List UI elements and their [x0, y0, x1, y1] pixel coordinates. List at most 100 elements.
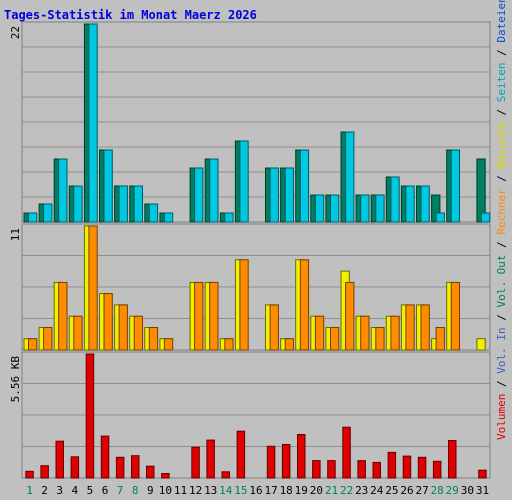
- bar-dateien-day-6: [103, 149, 113, 223]
- x-tick-label: 11: [174, 484, 187, 497]
- legend-entry: Seiten: [495, 62, 508, 108]
- bar-rechner-day-18: [284, 338, 295, 351]
- bar-dateien-day-15: [239, 140, 249, 223]
- x-tick-label: 3: [56, 484, 63, 497]
- bar-rechner-day-8: [133, 315, 143, 351]
- bar-rechner-day-13: [209, 281, 219, 351]
- bar-dateien-day-14: [224, 212, 234, 223]
- bar-volumen-day-9: [146, 465, 155, 479]
- panel-max-label: 22: [9, 26, 22, 39]
- bar-volumen-day-15: [236, 430, 246, 479]
- bar-rechner-day-27: [420, 304, 430, 351]
- bar-dateien-day-5: [88, 23, 98, 223]
- x-tick-label: 15: [234, 484, 247, 497]
- x-tick-label: 30: [461, 484, 474, 497]
- bar-volumen-day-14: [221, 471, 230, 479]
- bar-volumen-day-23: [357, 460, 366, 479]
- bar-volumen-day-29: [448, 440, 457, 479]
- bar-dateien-day-28: [435, 212, 445, 223]
- x-tick-label: 22: [340, 484, 353, 497]
- bar-rechner-day-23: [360, 315, 370, 351]
- x-tick-label: 1: [26, 484, 33, 497]
- legend-entry: /: [495, 314, 508, 327]
- bar-volumen-day-4: [70, 456, 80, 479]
- legend-entry: /: [495, 380, 508, 393]
- bar-rechner-day-29: [450, 281, 461, 351]
- bar-rechner-day-10: [163, 338, 174, 351]
- x-tick-label: 21: [325, 484, 338, 497]
- bar-volumen-day-2: [40, 465, 49, 479]
- bar-dateien-day-17: [269, 167, 279, 223]
- legend-entry: /: [495, 49, 508, 62]
- bar-dateien-day-20: [314, 194, 325, 223]
- bar-volumen-day-6: [100, 435, 110, 479]
- bar-rechner-day-17: [269, 304, 279, 351]
- legend-entry: /: [495, 241, 508, 254]
- bar-volumen-day-31: [478, 469, 487, 479]
- panel-max-label: 11: [9, 228, 22, 241]
- panel-middle: 11: [9, 223, 491, 351]
- legend-entry: /: [495, 109, 508, 122]
- bar-rechner-day-28: [435, 327, 445, 351]
- bar-volumen-day-1: [25, 470, 34, 479]
- bar-rechner-day-6: [103, 293, 113, 351]
- bar-dateien-day-26: [405, 185, 415, 223]
- bar-volumen-day-18: [281, 444, 291, 479]
- panel-top: 22: [9, 21, 491, 223]
- legend-entry: Dateien: [495, 0, 508, 49]
- x-tick-label: 25: [385, 484, 398, 497]
- bar-rechner-day-19: [299, 259, 310, 351]
- bar-volumen-day-25: [387, 451, 397, 479]
- x-tick-label: 28: [431, 484, 444, 497]
- bar-rechner-day-12: [194, 281, 204, 351]
- bar-volumen-day-10: [161, 473, 170, 479]
- x-tick-label: 5: [87, 484, 94, 497]
- x-tick-label: 26: [400, 484, 413, 497]
- bar-dateien-day-18: [284, 167, 295, 223]
- x-tick-label: 31: [476, 484, 489, 497]
- bar-dateien-day-9: [148, 203, 159, 223]
- x-tick-label: 23: [355, 484, 368, 497]
- legend-entry: Vol. In: [495, 327, 508, 380]
- bar-besuche-day-31: [476, 338, 486, 351]
- chart-panels: 22 11 5.56 KB: [9, 21, 491, 479]
- x-tick-label: 27: [415, 484, 428, 497]
- bar-dateien-day-3: [58, 158, 68, 223]
- bar-rechner-day-26: [405, 304, 415, 351]
- bar-dateien-day-25: [390, 176, 400, 223]
- x-tick-label: 6: [102, 484, 109, 497]
- x-tick-label: 7: [117, 484, 124, 497]
- bar-rechner-day-4: [73, 315, 83, 351]
- x-tick-label: 14: [219, 484, 233, 497]
- bar-dateien-day-12: [194, 167, 204, 223]
- bar-rechner-day-2: [43, 327, 53, 351]
- bar-volumen-day-21: [327, 460, 336, 479]
- legend-entry: /: [495, 175, 508, 188]
- bar-dateien-day-8: [133, 185, 143, 223]
- bar-dateien-day-7: [118, 185, 128, 223]
- bar-dateien-day-2: [43, 203, 53, 223]
- bar-rechner-day-5: [88, 225, 98, 351]
- legend-entry: Vol. Out: [495, 255, 508, 315]
- bar-dateien-day-4: [73, 185, 83, 223]
- bar-rechner-day-7: [118, 304, 128, 351]
- bar-dateien-day-19: [299, 149, 310, 223]
- bar-dateien-day-24: [375, 194, 385, 223]
- legend-entry: Besuche: [495, 122, 508, 175]
- bar-rechner-day-25: [390, 315, 400, 351]
- x-tick-label: 19: [295, 484, 308, 497]
- x-tick-label: 10: [159, 484, 172, 497]
- bar-rechner-day-20: [314, 315, 325, 351]
- bar-dateien-day-1: [28, 212, 38, 223]
- bar-volumen-day-17: [266, 445, 276, 479]
- bar-rechner-day-15: [239, 259, 249, 351]
- bar-rechner-day-3: [58, 281, 68, 351]
- bar-rechner-day-9: [148, 327, 159, 351]
- bar-dateien-day-21: [330, 194, 340, 223]
- bar-rechner-day-21: [330, 327, 340, 351]
- x-tick-label: 16: [249, 484, 262, 497]
- bar-rechner-day-24: [375, 327, 385, 351]
- x-tick-label: 9: [147, 484, 154, 497]
- bar-volumen-day-5: [85, 353, 95, 479]
